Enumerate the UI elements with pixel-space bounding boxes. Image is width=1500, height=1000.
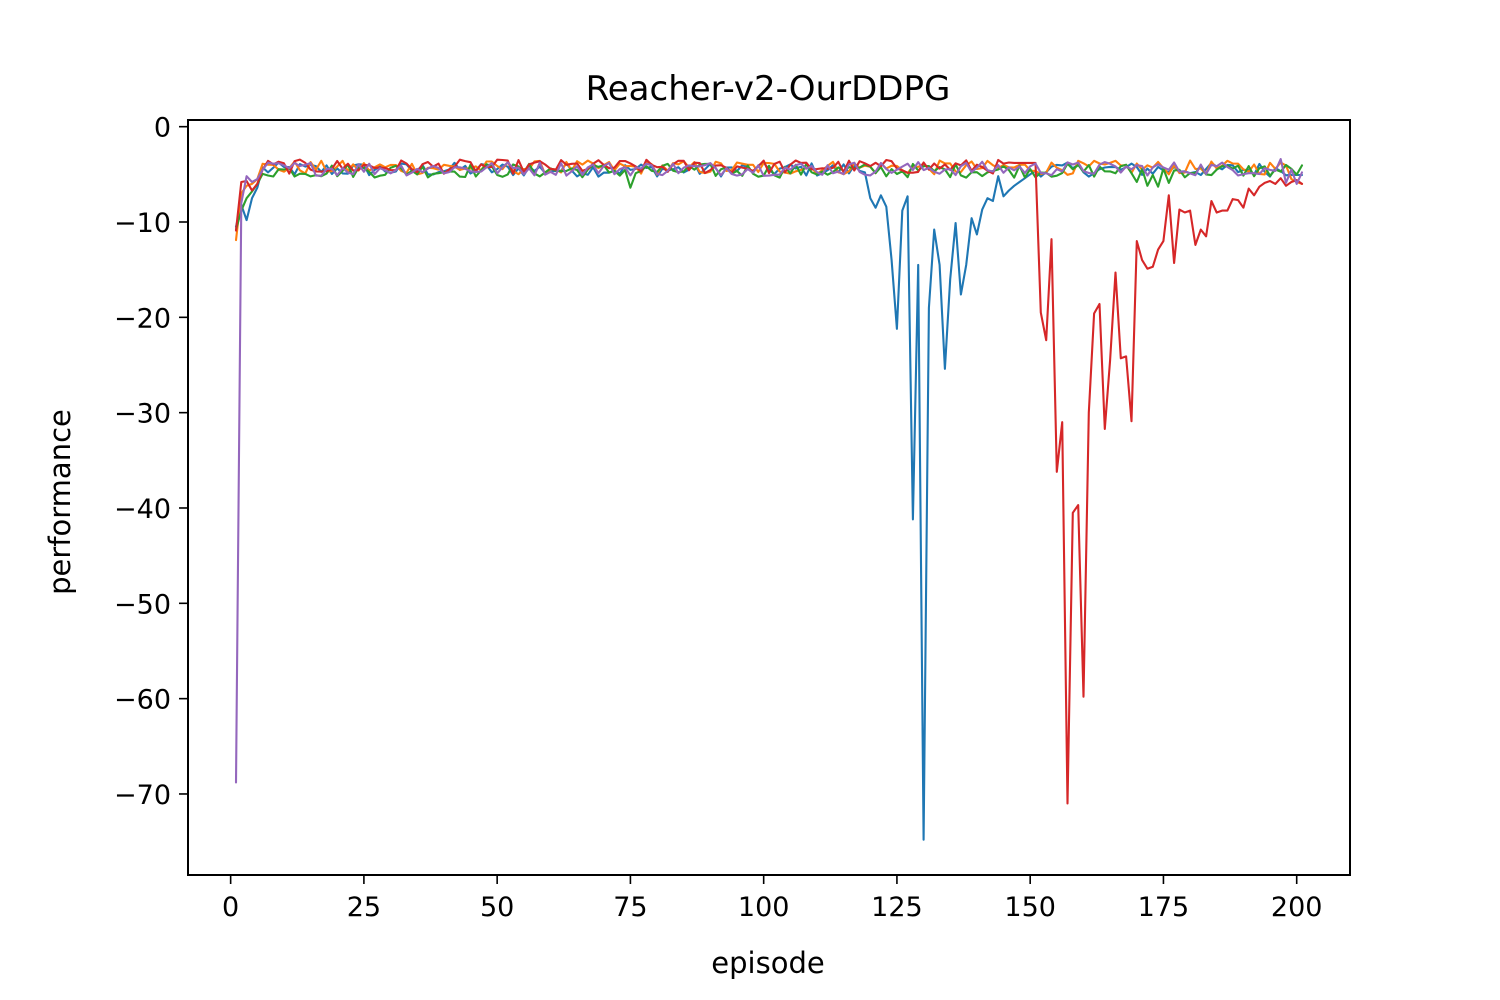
- x-tick-label: 0: [222, 892, 239, 923]
- y-tick-label: −70: [114, 780, 171, 811]
- y-axis-label: performance: [43, 409, 77, 595]
- x-tick-label: 50: [480, 892, 514, 923]
- chart-title: Reacher-v2-OurDDPG: [586, 69, 951, 109]
- x-tick-label: 25: [347, 892, 381, 923]
- y-tick-label: −10: [114, 208, 171, 239]
- y-tick-label: −40: [114, 494, 171, 525]
- x-axis-ticks: 0 25 50 75 100 125 150 175 200: [222, 875, 1322, 923]
- y-tick-label: −30: [114, 399, 171, 430]
- y-tick-label: −60: [114, 685, 171, 716]
- y-tick-label: −20: [114, 303, 171, 334]
- x-tick-label: 75: [613, 892, 647, 923]
- y-tick-label: −50: [114, 589, 171, 620]
- x-tick-label: 125: [871, 892, 923, 923]
- x-axis-label: episode: [711, 946, 824, 980]
- x-tick-label: 175: [1138, 892, 1190, 923]
- series-layer: [234, 158, 1304, 841]
- x-tick-label: 100: [738, 892, 790, 923]
- y-axis-ticks: 0 −10 −20 −30 −40 −50 −60 −70: [114, 113, 188, 811]
- x-tick-label: 150: [1004, 892, 1056, 923]
- series-line-5: [234, 158, 1304, 784]
- x-tick-label: 200: [1271, 892, 1323, 923]
- plot-frame: [187, 119, 1351, 876]
- y-tick-label: 0: [154, 113, 171, 144]
